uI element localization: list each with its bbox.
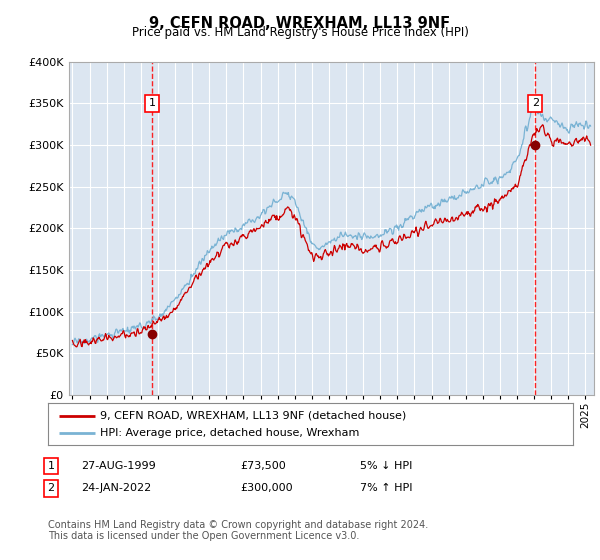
Text: 1: 1 [47, 461, 55, 471]
Text: Price paid vs. HM Land Registry's House Price Index (HPI): Price paid vs. HM Land Registry's House … [131, 26, 469, 39]
Text: 27-AUG-1999: 27-AUG-1999 [81, 461, 156, 471]
Text: 5% ↓ HPI: 5% ↓ HPI [360, 461, 412, 471]
Text: 2: 2 [532, 98, 539, 108]
Text: £300,000: £300,000 [240, 483, 293, 493]
Text: 9, CEFN ROAD, WREXHAM, LL13 9NF (detached house): 9, CEFN ROAD, WREXHAM, LL13 9NF (detache… [101, 411, 407, 421]
Text: £73,500: £73,500 [240, 461, 286, 471]
Text: Contains HM Land Registry data © Crown copyright and database right 2024.
This d: Contains HM Land Registry data © Crown c… [48, 520, 428, 542]
Text: HPI: Average price, detached house, Wrexham: HPI: Average price, detached house, Wrex… [101, 428, 360, 438]
Text: 7% ↑ HPI: 7% ↑ HPI [360, 483, 413, 493]
Text: 2: 2 [47, 483, 55, 493]
Text: 24-JAN-2022: 24-JAN-2022 [81, 483, 151, 493]
Text: 9, CEFN ROAD, WREXHAM, LL13 9NF: 9, CEFN ROAD, WREXHAM, LL13 9NF [149, 16, 451, 31]
Text: 1: 1 [148, 98, 155, 108]
